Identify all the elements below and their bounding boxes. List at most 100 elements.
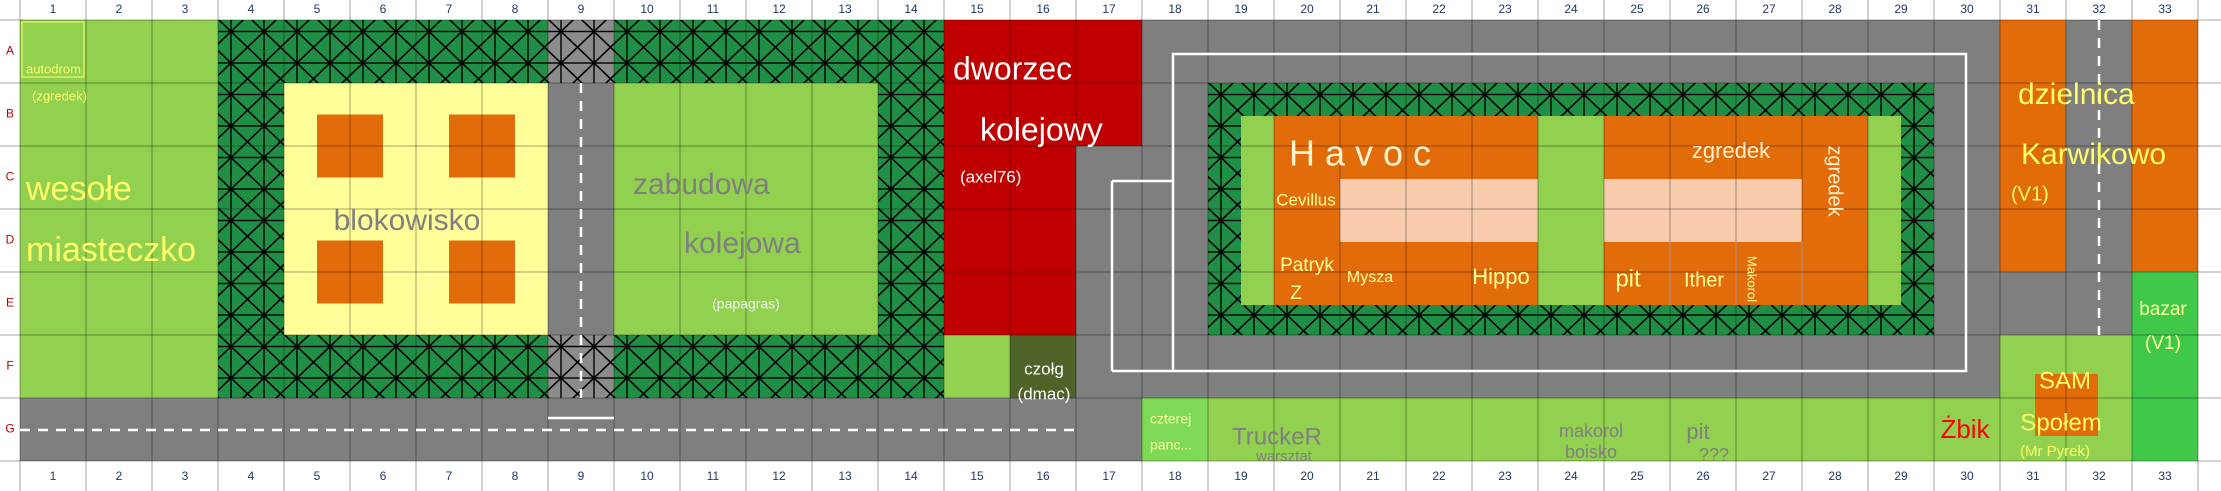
- column-label: 1: [50, 2, 57, 16]
- area-label: makorol: [1559, 421, 1623, 441]
- road-loop: [1171, 52, 1968, 373]
- autodrom-box: [21, 21, 85, 78]
- area-label: kolejowa: [684, 227, 801, 260]
- area-label: (papagras): [712, 296, 780, 312]
- column-label: 16: [1036, 469, 1050, 483]
- column-label: 22: [1432, 2, 1446, 16]
- tank: [1010, 335, 1076, 398]
- column-label: 32: [2092, 2, 2106, 16]
- bazaar: [2132, 272, 2198, 461]
- gate: [548, 335, 614, 398]
- column-label: 27: [1762, 2, 1776, 16]
- shop: [2035, 374, 2098, 436]
- column-label: 2: [116, 469, 123, 483]
- column-label: 3: [182, 469, 189, 483]
- column-label: 23: [1498, 469, 1512, 483]
- area-label: bazar: [2139, 299, 2187, 320]
- row-label: G: [5, 422, 14, 436]
- column-label: 8: [512, 469, 519, 483]
- plot: [1340, 179, 1538, 242]
- column-label: 10: [640, 2, 654, 16]
- area-label: czołg: [1024, 359, 1064, 378]
- lot: [1142, 398, 1208, 461]
- column-label: 29: [1894, 2, 1908, 16]
- column-label: 12: [772, 469, 786, 483]
- district: [2000, 20, 2066, 272]
- plot: [1802, 179, 1868, 242]
- column-label: 3: [182, 2, 189, 16]
- plot: [1274, 242, 1538, 305]
- road: [2066, 20, 2132, 335]
- column-label: 7: [446, 2, 453, 16]
- column-label: 14: [904, 469, 918, 483]
- area-label: TruckeR: [1232, 423, 1322, 450]
- block: [317, 240, 383, 304]
- area-label: H a v o c: [1289, 133, 1431, 174]
- column-label: 6: [380, 2, 387, 16]
- area-label: dzielnica: [2018, 78, 2135, 111]
- column-label: 1: [50, 469, 57, 483]
- plot: [1604, 179, 1802, 242]
- station: [944, 20, 1076, 335]
- column-label: 2: [116, 2, 123, 16]
- column-label: 32: [2092, 469, 2106, 483]
- column-label: 15: [970, 2, 984, 16]
- column-label: 33: [2158, 2, 2172, 16]
- area-label: (V1): [2011, 183, 2049, 205]
- column-label: 31: [2026, 469, 2040, 483]
- column-label: 22: [1432, 469, 1446, 483]
- column-label: 26: [1696, 2, 1710, 16]
- area-label: Ither: [1684, 269, 1724, 291]
- area-label: (zgredek): [32, 88, 87, 103]
- column-label: 17: [1102, 2, 1116, 16]
- block: [449, 240, 515, 304]
- column-label: 28: [1828, 469, 1842, 483]
- terrain: [20, 20, 2198, 461]
- column-label: 30: [1960, 2, 1974, 16]
- column-label: 30: [1960, 469, 1974, 483]
- column-label: 25: [1630, 469, 1644, 483]
- column-label: 14: [904, 2, 918, 16]
- column-label: 21: [1366, 2, 1380, 16]
- column-label: 15: [970, 469, 984, 483]
- area-label: Patryk: [1280, 255, 1334, 276]
- column-label: 6: [380, 469, 387, 483]
- area-label: Karwikowo: [2021, 138, 2166, 171]
- column-label: 19: [1234, 469, 1248, 483]
- column-label: 4: [248, 469, 255, 483]
- column-label: 13: [838, 469, 852, 483]
- station: [1076, 20, 1142, 146]
- column-label: 26: [1696, 469, 1710, 483]
- area-label: czterej: [1150, 411, 1191, 427]
- area-label: (axel76): [960, 167, 1021, 186]
- area-label: wesołe: [25, 170, 132, 208]
- area-label: panc...: [1150, 437, 1192, 453]
- column-label: 17: [1102, 469, 1116, 483]
- column-label: 20: [1300, 2, 1314, 16]
- plot: [1274, 179, 1340, 242]
- block: [449, 114, 515, 178]
- column-label: 24: [1564, 2, 1578, 16]
- column-label: 11: [707, 2, 720, 16]
- lot: [944, 335, 1010, 398]
- road-markings: [20, 20, 2101, 432]
- row-label: B: [6, 107, 14, 121]
- area-label: (Mr Pyrek): [2020, 443, 2090, 460]
- row-label: A: [6, 44, 14, 58]
- area-label: SAM: [2039, 367, 2091, 394]
- column-label: 18: [1168, 469, 1182, 483]
- area-label: dworzec: [953, 50, 1072, 86]
- column-label: 10: [640, 469, 654, 483]
- area-label: Żbik: [1940, 414, 1990, 444]
- area-label: kolejowy: [980, 111, 1103, 147]
- plot: [1274, 116, 1538, 179]
- area-label: warsztat: [1255, 448, 1313, 465]
- column-label: 31: [2026, 2, 2040, 16]
- row-label: D: [6, 233, 15, 247]
- area-label: boisko: [1565, 442, 1617, 462]
- area-label: Społem: [2020, 409, 2101, 436]
- column-label: 9: [578, 2, 585, 16]
